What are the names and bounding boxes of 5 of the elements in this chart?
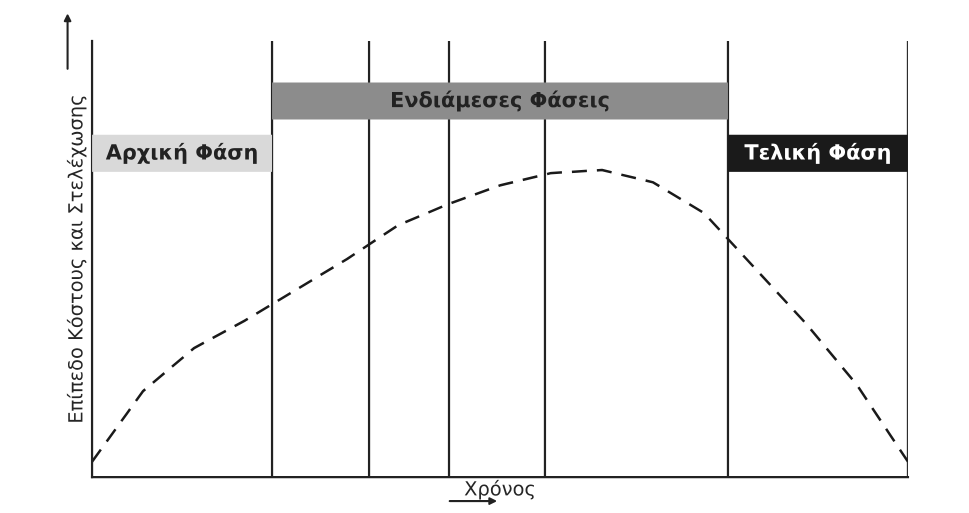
text: Ενδιάμεσες Φάσεις: [392, 90, 609, 112]
x-axis-title: Χρόνος: [464, 480, 534, 500]
text: Αρχική Φάση: [106, 142, 257, 164]
y-axis-title: Επίπεδο Κόστους και Στελέχωσης: [66, 96, 86, 422]
text: Τελική Φάση: [744, 142, 890, 164]
